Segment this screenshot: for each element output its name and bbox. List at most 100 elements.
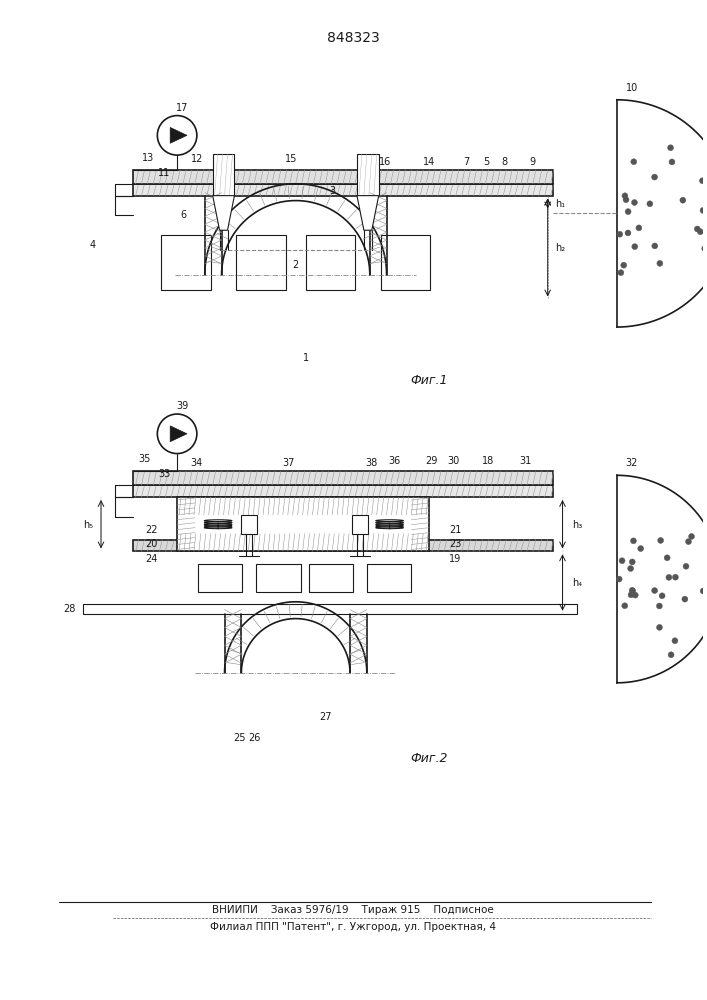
Circle shape bbox=[669, 159, 675, 165]
Circle shape bbox=[621, 603, 628, 609]
Bar bbox=[357, 154, 379, 196]
Circle shape bbox=[694, 226, 701, 232]
Text: h₄: h₄ bbox=[573, 578, 583, 588]
Text: 5: 5 bbox=[484, 157, 489, 167]
Bar bbox=[161, 235, 211, 290]
Circle shape bbox=[689, 533, 694, 539]
Circle shape bbox=[621, 262, 626, 268]
Circle shape bbox=[617, 231, 623, 237]
Text: 25: 25 bbox=[233, 733, 245, 743]
Bar bbox=[133, 184, 553, 196]
Text: Фиг.1: Фиг.1 bbox=[410, 374, 448, 387]
Bar bbox=[367, 564, 411, 592]
Text: 15: 15 bbox=[284, 154, 297, 164]
Circle shape bbox=[706, 171, 707, 177]
Text: 17: 17 bbox=[176, 103, 188, 113]
Circle shape bbox=[666, 574, 672, 580]
Text: 35: 35 bbox=[138, 454, 151, 464]
Text: 34: 34 bbox=[191, 458, 203, 468]
Circle shape bbox=[659, 593, 665, 599]
Circle shape bbox=[658, 537, 664, 543]
Text: 8: 8 bbox=[501, 157, 507, 167]
Text: 4: 4 bbox=[90, 240, 96, 250]
Text: 33: 33 bbox=[158, 469, 170, 479]
Circle shape bbox=[623, 197, 629, 203]
Text: Филиал ППП "Патент", г. Ужгород, ул. Проектная, 4: Филиал ППП "Патент", г. Ужгород, ул. Про… bbox=[210, 922, 496, 932]
Circle shape bbox=[629, 587, 635, 593]
Circle shape bbox=[664, 555, 670, 561]
Circle shape bbox=[652, 588, 658, 594]
Text: 39: 39 bbox=[176, 401, 188, 411]
Text: 26: 26 bbox=[248, 733, 260, 743]
Circle shape bbox=[702, 246, 707, 251]
Circle shape bbox=[628, 566, 633, 571]
Text: h₂: h₂ bbox=[556, 243, 566, 253]
Text: 37: 37 bbox=[283, 458, 295, 468]
Bar bbox=[305, 235, 355, 290]
Circle shape bbox=[699, 178, 706, 184]
Circle shape bbox=[632, 592, 638, 598]
Circle shape bbox=[652, 243, 658, 249]
Circle shape bbox=[619, 558, 625, 564]
Text: Фиг.2: Фиг.2 bbox=[410, 752, 448, 765]
Circle shape bbox=[683, 563, 689, 569]
Text: 1: 1 bbox=[303, 353, 309, 363]
Text: 16: 16 bbox=[378, 157, 391, 167]
Circle shape bbox=[657, 260, 663, 266]
Bar bbox=[133, 471, 553, 485]
Circle shape bbox=[631, 200, 638, 205]
Bar bbox=[133, 170, 553, 184]
Circle shape bbox=[158, 414, 197, 454]
Circle shape bbox=[629, 559, 636, 565]
Text: 28: 28 bbox=[63, 604, 76, 614]
Text: ВНИИПИ    Заказ 5976/19    Тираж 915    Подписное: ВНИИПИ Заказ 5976/19 Тираж 915 Подписное bbox=[212, 905, 494, 915]
Text: 23: 23 bbox=[449, 539, 461, 549]
Bar bbox=[83, 604, 578, 614]
Text: h₃: h₃ bbox=[573, 520, 583, 530]
Circle shape bbox=[647, 201, 653, 207]
Bar bbox=[256, 564, 300, 592]
Text: 19: 19 bbox=[449, 554, 461, 564]
Text: 13: 13 bbox=[142, 153, 154, 163]
Circle shape bbox=[686, 539, 691, 545]
Bar bbox=[241, 515, 257, 534]
Circle shape bbox=[667, 145, 674, 151]
Text: h₅: h₅ bbox=[83, 520, 93, 530]
Circle shape bbox=[697, 229, 703, 235]
Text: 18: 18 bbox=[482, 456, 494, 466]
Circle shape bbox=[636, 225, 642, 231]
Circle shape bbox=[682, 596, 688, 602]
Text: 20: 20 bbox=[145, 539, 158, 549]
Bar bbox=[133, 540, 553, 551]
Text: 2: 2 bbox=[293, 260, 299, 270]
Text: 32: 32 bbox=[626, 458, 638, 468]
Circle shape bbox=[618, 270, 624, 276]
Bar bbox=[177, 497, 429, 551]
Text: 11: 11 bbox=[158, 168, 170, 178]
Circle shape bbox=[656, 603, 662, 609]
Circle shape bbox=[638, 546, 643, 552]
Circle shape bbox=[657, 624, 662, 630]
Text: 22: 22 bbox=[145, 525, 158, 535]
Text: 24: 24 bbox=[145, 554, 158, 564]
Circle shape bbox=[652, 174, 658, 180]
Circle shape bbox=[622, 193, 628, 199]
Bar bbox=[352, 515, 368, 534]
Circle shape bbox=[672, 638, 678, 644]
Bar bbox=[133, 485, 553, 497]
Polygon shape bbox=[213, 196, 235, 230]
Bar bbox=[380, 235, 430, 290]
Text: 9: 9 bbox=[530, 157, 536, 167]
Bar bbox=[308, 564, 353, 592]
Text: 31: 31 bbox=[519, 456, 531, 466]
Text: 29: 29 bbox=[425, 456, 437, 466]
Text: 7: 7 bbox=[464, 157, 469, 167]
Text: 6: 6 bbox=[181, 210, 187, 220]
Circle shape bbox=[632, 244, 638, 250]
Text: 21: 21 bbox=[449, 525, 461, 535]
Text: 30: 30 bbox=[448, 456, 460, 466]
Circle shape bbox=[672, 574, 679, 580]
Polygon shape bbox=[170, 426, 187, 442]
Circle shape bbox=[617, 576, 622, 582]
Circle shape bbox=[628, 592, 634, 598]
